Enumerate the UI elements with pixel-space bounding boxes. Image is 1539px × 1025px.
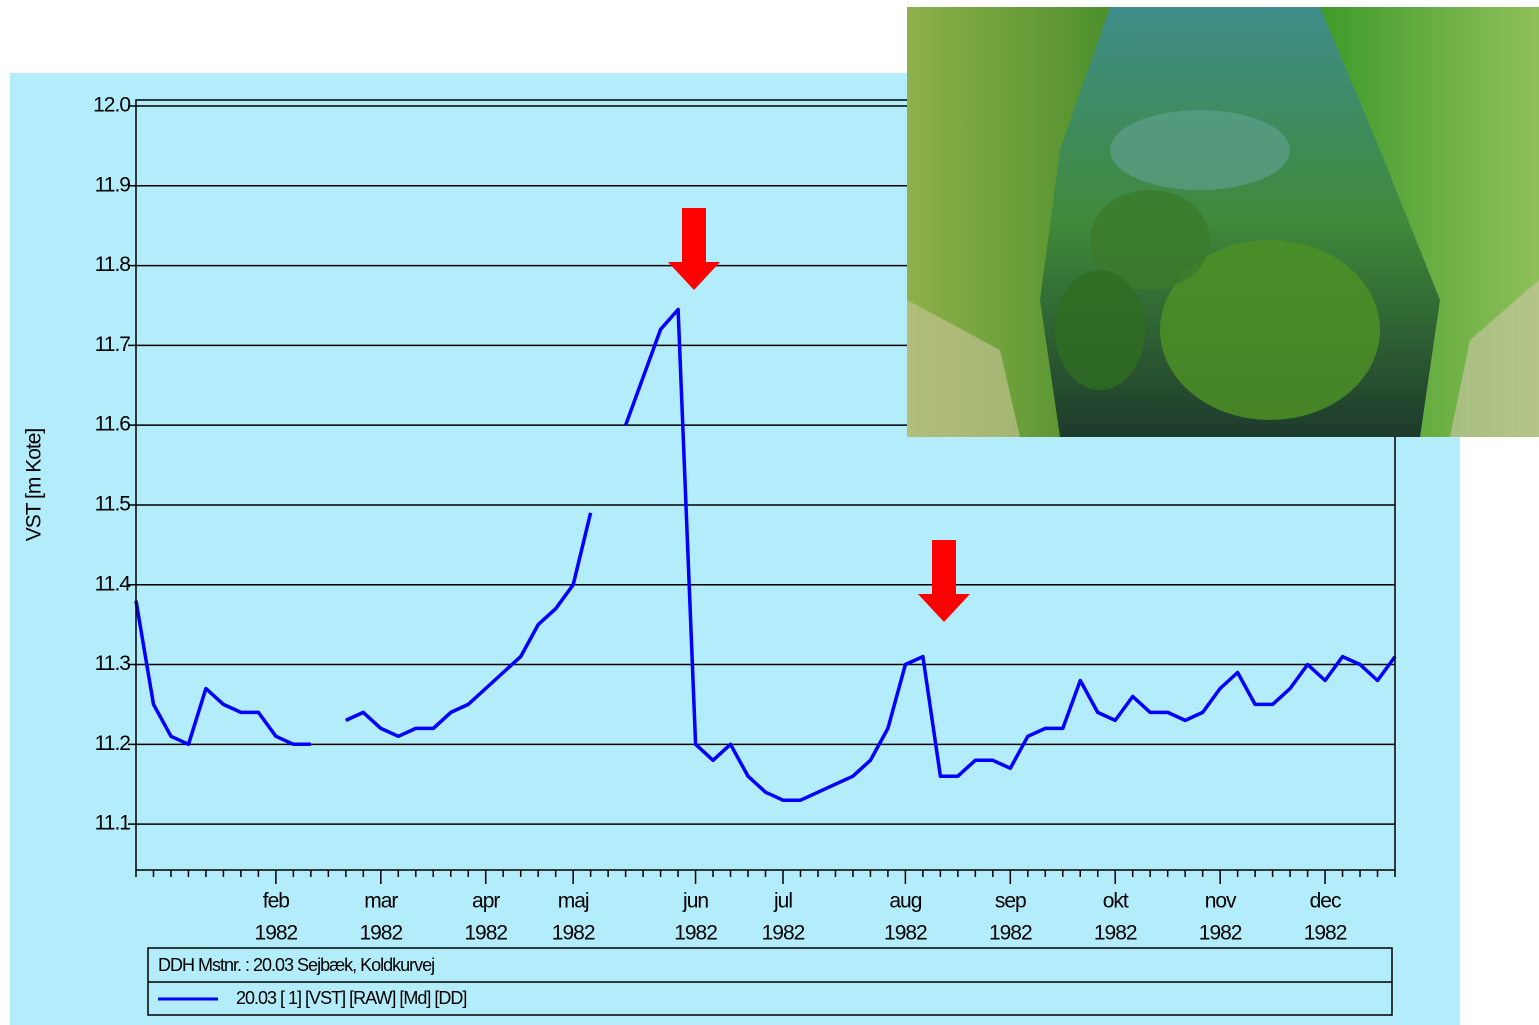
y-tick-label: 11.5 xyxy=(95,492,131,515)
chart: 11.1 11.2 11.3 11.4 11.5 11.6 11.7 11.8 11.9 12.0… xyxy=(0,0,1539,1025)
x-tick-year: 1982 xyxy=(884,922,927,945)
x-tick-label: apr xyxy=(472,890,500,913)
x-tick-label: sep xyxy=(995,890,1026,913)
x-tick-year: 1982 xyxy=(1094,922,1137,945)
station-label: DDH Mstnr. : 20.03 Sejbæk, Koldkurvej xyxy=(158,955,434,975)
x-tick-label: feb xyxy=(263,890,290,913)
x-tick-year: 1982 xyxy=(255,922,298,945)
x-tick-label: nov xyxy=(1205,890,1237,913)
x-tick-label: jun xyxy=(682,890,708,913)
x-tick-label: maj xyxy=(558,890,589,913)
x-tick-year: 1982 xyxy=(1304,922,1347,945)
y-tick-label: 11.7 xyxy=(95,333,131,356)
y-tick-label: 11.9 xyxy=(95,173,131,196)
y-tick-label: 11.2 xyxy=(95,732,131,755)
stream-photo xyxy=(907,7,1539,437)
x-tick-label: jul xyxy=(773,890,792,913)
x-tick-year: 1982 xyxy=(762,922,805,945)
x-tick-label: mar xyxy=(364,890,398,913)
y-tick-label: 11.1 xyxy=(95,812,131,835)
x-tick-year: 1982 xyxy=(1199,922,1242,945)
x-tick-year: 1982 xyxy=(552,922,595,945)
y-tick-label: 11.3 xyxy=(95,652,131,675)
x-tick-label: okt xyxy=(1103,890,1129,913)
y-tick-label: 11.8 xyxy=(95,253,131,276)
x-tick-year: 1982 xyxy=(674,922,717,945)
y-tick-label: 11.4 xyxy=(95,572,132,595)
y-tick-label: 11.6 xyxy=(95,413,131,436)
y-tick-label: 12.0 xyxy=(93,94,130,117)
x-tick-label: aug xyxy=(889,890,921,913)
x-tick-label: dec xyxy=(1310,890,1341,913)
x-tick-year: 1982 xyxy=(359,922,402,945)
y-axis-label: VST [m Kote] xyxy=(23,429,46,542)
x-tick-year: 1982 xyxy=(989,922,1032,945)
x-tick-year: 1982 xyxy=(464,922,507,945)
legend-label: 20.03 [ 1] [VST] [RAW] [Md] [DD] xyxy=(236,988,466,1008)
